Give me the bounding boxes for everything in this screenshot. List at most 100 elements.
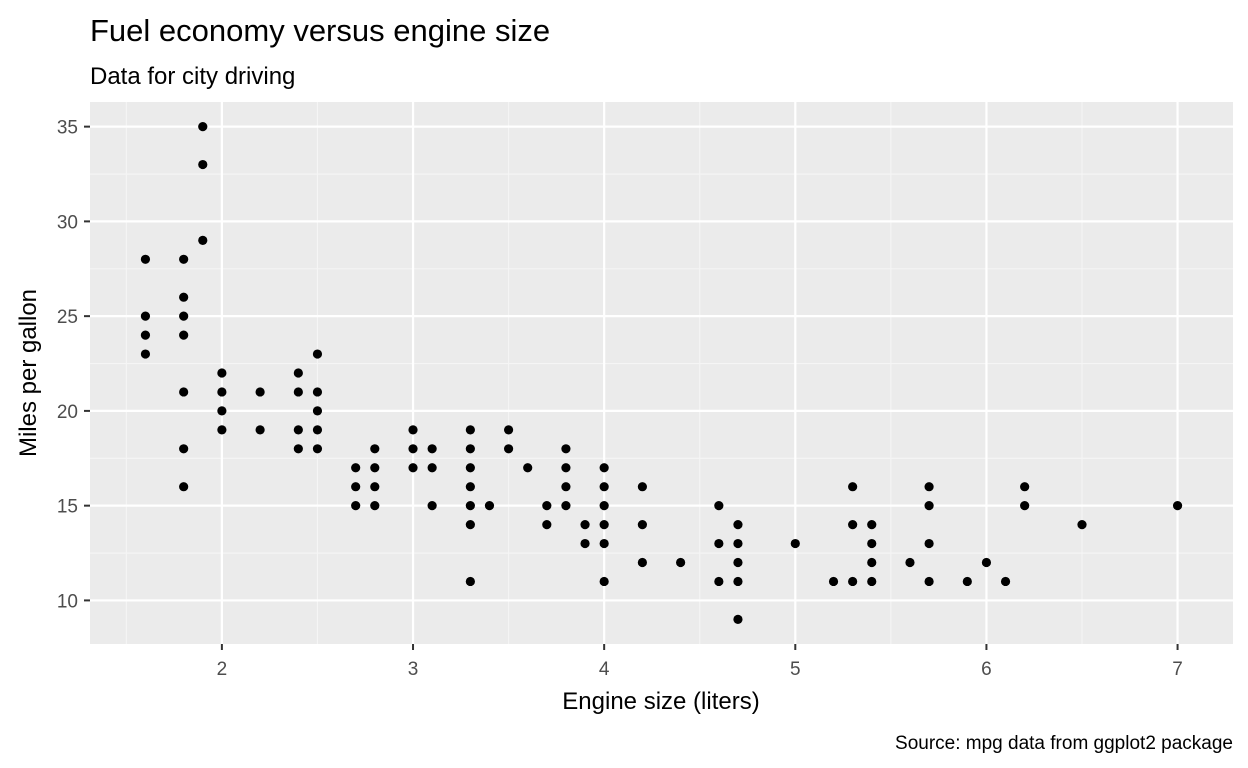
y-axis-title: Miles per gallon <box>15 289 42 457</box>
data-point <box>733 557 743 568</box>
chart-title: Fuel economy versus engine size <box>90 13 550 48</box>
data-point <box>599 576 609 587</box>
data-point <box>981 557 992 568</box>
data-point <box>1020 482 1030 492</box>
data-point <box>427 463 437 473</box>
data-point <box>179 387 189 397</box>
data-point <box>542 501 552 511</box>
data-point <box>1000 576 1011 587</box>
data-point <box>255 425 265 435</box>
data-point <box>140 330 151 340</box>
data-point <box>427 444 437 454</box>
data-point <box>599 501 609 511</box>
data-point <box>867 557 877 568</box>
data-point <box>293 425 303 435</box>
y-tick-label: 10 <box>57 591 78 612</box>
y-tick-label: 20 <box>57 402 78 423</box>
data-point <box>714 576 724 587</box>
data-point <box>427 501 437 511</box>
data-point <box>924 501 934 511</box>
data-point <box>179 330 189 340</box>
data-point <box>351 463 361 473</box>
data-point <box>312 425 323 435</box>
data-point <box>580 520 590 530</box>
major-gridlines <box>90 102 1233 644</box>
data-point <box>962 576 972 587</box>
data-point <box>905 557 915 568</box>
data-point <box>198 159 208 170</box>
data-point <box>179 292 189 302</box>
data-point <box>370 482 380 492</box>
data-point <box>465 520 475 530</box>
data-point <box>140 349 151 359</box>
x-tick-label: 4 <box>599 659 610 680</box>
x-tick-label: 6 <box>981 659 992 680</box>
data-point <box>408 425 418 435</box>
data-point <box>465 501 475 511</box>
data-point <box>351 482 361 492</box>
data-point <box>924 482 934 492</box>
data-point <box>312 387 323 397</box>
data-point <box>370 444 380 454</box>
data-point <box>637 557 647 568</box>
data-point <box>790 538 800 549</box>
data-point <box>179 444 189 454</box>
data-point <box>867 520 877 530</box>
y-tick-label: 15 <box>57 497 78 518</box>
x-tick-label: 7 <box>1172 659 1183 680</box>
data-point <box>465 576 475 587</box>
data-point <box>408 444 418 454</box>
data-point <box>867 576 877 587</box>
data-point <box>599 482 609 492</box>
data-point <box>733 614 743 624</box>
data-point <box>312 406 323 416</box>
data-point <box>140 254 151 264</box>
data-point <box>924 576 934 587</box>
y-axis-tick-labels: 10 15 20 25 30 35 <box>57 118 78 613</box>
data-point <box>848 482 858 492</box>
data-point <box>561 463 571 473</box>
data-point <box>733 538 743 549</box>
data-point <box>561 482 571 492</box>
minor-gridlines <box>90 102 1233 644</box>
data-point <box>714 538 724 549</box>
data-point <box>484 501 495 511</box>
data-point <box>351 501 361 511</box>
data-point <box>1077 520 1087 530</box>
data-point <box>637 520 647 530</box>
data-point <box>465 463 475 473</box>
data-point <box>676 557 686 568</box>
data-point <box>561 501 571 511</box>
x-tick-label: 3 <box>408 659 419 680</box>
y-tick-label: 35 <box>57 118 78 139</box>
data-point <box>503 425 514 435</box>
data-point <box>217 368 227 378</box>
data-point <box>580 538 590 549</box>
data-point <box>408 463 418 473</box>
data-point <box>1020 501 1030 511</box>
data-point <box>179 311 189 321</box>
data-point <box>465 444 475 454</box>
plot-panel <box>90 102 1233 644</box>
data-point <box>179 482 189 492</box>
data-point <box>312 349 323 359</box>
data-point <box>599 520 609 530</box>
x-axis-title: Engine size (liters) <box>562 688 759 715</box>
data-point <box>1172 501 1183 511</box>
x-tick-label: 5 <box>790 659 801 680</box>
data-point <box>828 576 839 587</box>
data-point <box>465 425 475 435</box>
data-point <box>733 520 743 530</box>
y-tick-label: 25 <box>57 307 78 328</box>
data-point <box>848 576 858 587</box>
data-point <box>140 311 151 321</box>
data-point <box>714 501 724 511</box>
data-point <box>637 482 647 492</box>
data-point <box>217 425 227 435</box>
data-point <box>465 482 475 492</box>
data-point <box>293 368 303 378</box>
y-tick-label: 30 <box>57 212 78 233</box>
data-point <box>293 444 303 454</box>
data-point <box>370 463 380 473</box>
